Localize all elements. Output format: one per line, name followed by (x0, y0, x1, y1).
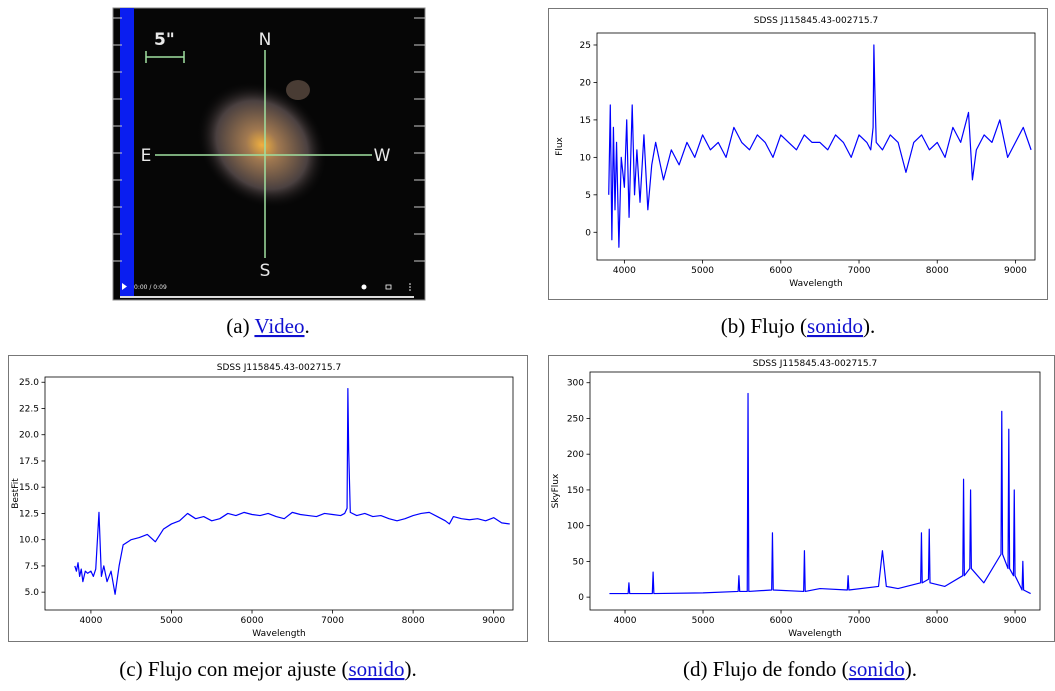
y-tick-label: 17.5 (19, 457, 39, 467)
x-tick-label: 6000 (241, 616, 264, 626)
caption-text: (d) Flujo de fondo ( (683, 657, 849, 681)
y-tick-label: 5.0 (25, 588, 40, 598)
x-tick-label: 8000 (926, 616, 949, 626)
caption-text: ). (404, 657, 416, 681)
y-tick-label: 15.0 (19, 483, 39, 493)
caption: (b) Flujo (sonido). (721, 314, 876, 338)
caption-text: (a) (226, 314, 254, 338)
plot-frame (596, 32, 1036, 261)
x-tick-label: 7000 (321, 616, 344, 626)
x-tick-label: 9000 (1004, 266, 1027, 276)
y-axis-label: Flux (555, 136, 565, 155)
y-tick-label: 0 (578, 593, 584, 603)
caption-link[interactable]: sonido (348, 657, 404, 681)
y-tick-label: 250 (567, 414, 584, 424)
x-axis-label: Wavelength (788, 629, 841, 639)
y-tick-label: 25.0 (19, 378, 39, 388)
panel-frame (8, 355, 528, 642)
play-button[interactable] (122, 283, 127, 290)
x-tick-label: 4000 (79, 616, 102, 626)
x-tick-label: 6000 (770, 616, 793, 626)
caption: (c) Flujo con mejor ajuste (sonido). (119, 657, 416, 681)
x-axis-label: Wavelength (252, 629, 305, 639)
caption-link[interactable]: Video (254, 314, 304, 338)
caption-text: ). (905, 657, 917, 681)
y-tick-label: 10.0 (19, 536, 39, 546)
y-axis-label: SkyFlux (551, 473, 561, 508)
video-panel[interactable]: 5" N E W S 0:00 / 0:09 (112, 7, 426, 301)
blue-bar (120, 8, 134, 298)
y-tick-label: 300 (567, 379, 584, 389)
caption-text: (c) Flujo con mejor ajuste ( (119, 657, 348, 681)
y-tick-label: 5 (585, 191, 591, 201)
plot-frame (589, 371, 1041, 611)
chart: SDSS J115845.43-002715.7 Wavelength BestFi… (11, 363, 514, 639)
caption-link[interactable]: sonido (807, 314, 863, 338)
chart: SDSS J115845.43-002715.7 Wavelength SkyFlu… (551, 359, 1041, 639)
panel-frame (548, 355, 1055, 642)
chart-title: SDSS J115845.43-002715.7 (753, 359, 877, 369)
ruler-ticks (113, 17, 425, 262)
y-tick-label: 50 (573, 557, 585, 567)
y-tick-label: 10 (580, 153, 592, 163)
caption-text: ). (863, 314, 875, 338)
y-tick-label: 22.5 (19, 404, 39, 414)
y-axis-label: BestFit (11, 478, 21, 509)
spectrum-line (608, 44, 1032, 248)
y-tick-label: 20 (580, 78, 592, 88)
x-tick-label: 8000 (926, 266, 949, 276)
y-tick-label: 12.5 (19, 509, 39, 519)
x-tick-label: 4000 (613, 266, 636, 276)
north-label: N (259, 30, 272, 50)
y-tick-label: 25 (580, 41, 591, 51)
chart-title: SDSS J115845.43-002715.7 (754, 16, 878, 26)
x-tick-label: 7000 (848, 616, 871, 626)
panel-frame (548, 8, 1048, 300)
y-tick-label: 100 (567, 522, 584, 532)
west-label: W (374, 146, 391, 166)
caption-link[interactable]: sonido (849, 657, 905, 681)
x-tick-label: 4000 (614, 616, 637, 626)
x-tick-label: 8000 (402, 616, 425, 626)
y-tick-label: 200 (567, 450, 584, 460)
spectrum-line (609, 392, 1031, 595)
scale-label: 5" (154, 30, 175, 50)
east-label: E (141, 146, 152, 166)
x-axis-label: Wavelength (789, 279, 842, 289)
volume-button[interactable] (361, 284, 367, 290)
y-tick-label: 7.5 (25, 562, 39, 572)
y-tick-label: 15 (580, 116, 591, 126)
companion (286, 80, 310, 100)
fullscreen-button[interactable] (385, 284, 392, 290)
plot-frame (44, 376, 514, 611)
caption-text: (b) Flujo ( (721, 314, 807, 338)
video-time: 0:00 / 0:09 (134, 284, 167, 291)
caption: (d) Flujo de fondo (sonido). (683, 657, 917, 681)
caption: (a) Video. (226, 314, 310, 338)
galaxy (196, 81, 328, 209)
x-tick-label: 9000 (1004, 616, 1027, 626)
y-tick-label: 150 (567, 486, 584, 496)
chart: SDSS J115845.43-002715.7 Wavelength Flux 40… (555, 16, 1036, 289)
x-tick-label: 7000 (848, 266, 871, 276)
x-tick-label: 6000 (769, 266, 792, 276)
x-tick-label: 5000 (691, 266, 714, 276)
south-label: S (260, 261, 271, 281)
y-tick-label: 0 (585, 228, 591, 238)
x-tick-label: 5000 (160, 616, 183, 626)
crosshair (145, 50, 372, 258)
x-tick-label: 5000 (692, 616, 715, 626)
y-tick-label: 20.0 (19, 431, 39, 441)
chart-title: SDSS J115845.43-002715.7 (217, 363, 341, 373)
caption-text: . (305, 314, 310, 338)
spectrum-line (74, 387, 510, 595)
x-tick-label: 9000 (482, 616, 505, 626)
menu-button[interactable] (409, 283, 411, 291)
